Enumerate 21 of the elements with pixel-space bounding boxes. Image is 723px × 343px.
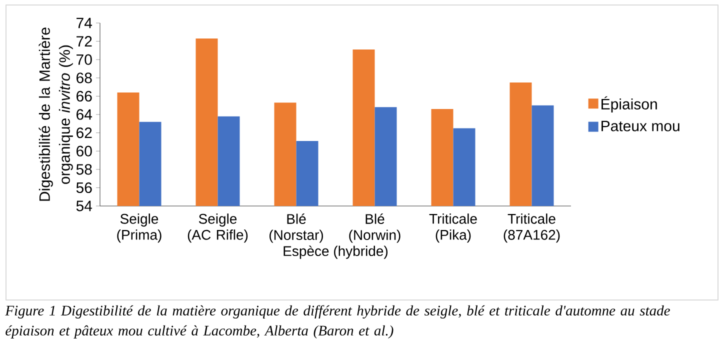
x-tick-label: Triticale (87A162) bbox=[504, 214, 560, 243]
y-tick-label: 62 bbox=[76, 127, 92, 138]
y-tick-label: 54 bbox=[76, 200, 92, 212]
x-tick-label: Seigle (AC Rifle) bbox=[188, 214, 248, 243]
y-tick-label: 74 bbox=[76, 18, 92, 28]
y-tick-label: 66 bbox=[76, 90, 92, 102]
x-tick-label: Triticale (Pika) bbox=[429, 214, 477, 243]
x-tick-label: Seigle (Prima) bbox=[117, 214, 162, 243]
y-tick-label: 72 bbox=[76, 36, 92, 47]
y-tick-label: 60 bbox=[76, 146, 92, 156]
y-tick-label: 68 bbox=[76, 72, 92, 84]
x-axis-title: Espèce (hybride) bbox=[284, 246, 388, 259]
y-tick-label: 56 bbox=[76, 182, 92, 194]
legend-label: Pateux mou bbox=[602, 120, 680, 132]
y-tick-label: 64 bbox=[76, 109, 92, 120]
y-tick-label: 70 bbox=[76, 54, 92, 65]
x-tick-label: Blé (Norwin) bbox=[349, 214, 400, 243]
caption: Figure 1 Digestibilité de la matière organique de différent hybride de seigle, blé et triticale d'automne au stade épiaison et pâteux mou cultivé à Lacombe, Alberta (Baron et al.) bbox=[5, 305, 670, 338]
y-tick-label: 58 bbox=[76, 164, 92, 175]
x-tick-label: Blé (Norstar) bbox=[270, 214, 323, 243]
legend-label: Épiaison bbox=[602, 96, 657, 112]
